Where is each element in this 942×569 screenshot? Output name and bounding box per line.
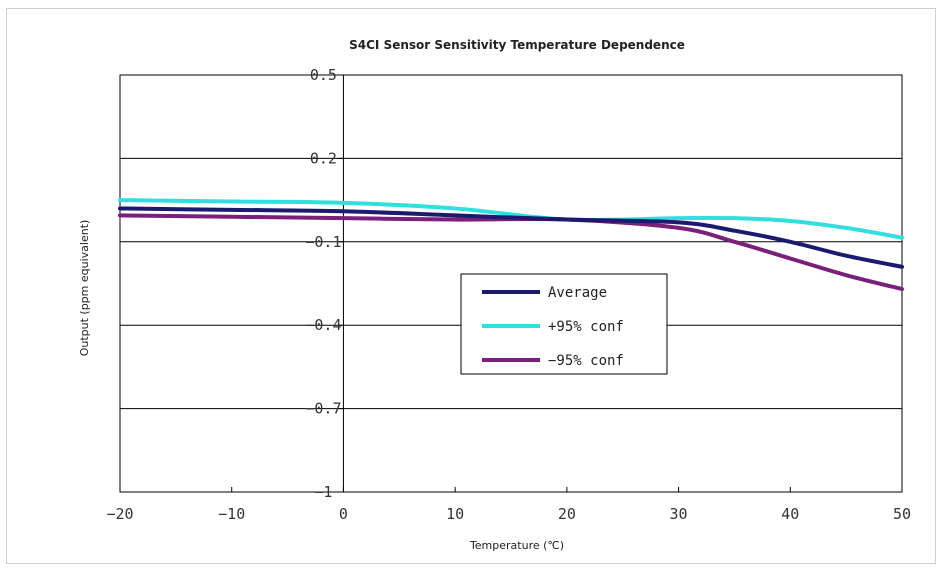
x-tick-label: 0: [339, 505, 348, 523]
x-tick-label: 20: [558, 505, 576, 523]
y-tick-label: 0.2: [310, 149, 337, 167]
x-axis-title: Temperature (℃): [469, 539, 564, 552]
axes: [119, 74, 903, 493]
x-tick-label: 10: [446, 505, 464, 523]
y-tick-label: −0.1: [305, 233, 341, 251]
y-tick-label: −0.7: [305, 400, 341, 418]
x-tick-label: 30: [670, 505, 688, 523]
chart-title: S4CI Sensor Sensitivity Temperature Depe…: [349, 38, 685, 52]
chart-frame: [6, 8, 936, 564]
x-tick-label: −20: [106, 505, 133, 523]
legend-label: −95% conf: [548, 353, 624, 369]
legend: Average +95% conf −95% conf: [460, 273, 668, 375]
y-tick-label: −0.4: [305, 316, 341, 334]
x-tick-label: 50: [893, 505, 911, 523]
legend-label: Average: [548, 285, 607, 301]
y-tick-label: −1: [314, 483, 332, 501]
y-axis-title: Output (ppm equivalent): [78, 220, 91, 357]
series-line-0: [118, 206, 904, 269]
series-lines: [118, 198, 904, 292]
legend-label: +95% conf: [548, 319, 624, 335]
x-tick-label: −10: [218, 505, 245, 523]
y-tick-label: 0.5: [310, 66, 337, 84]
x-tick-label: 40: [781, 505, 799, 523]
tick-labels: 0.5 0.2 −0.1 −0.4 −0.7 −1 −20 −10 0 10 20 30 40 50: [106, 66, 911, 523]
